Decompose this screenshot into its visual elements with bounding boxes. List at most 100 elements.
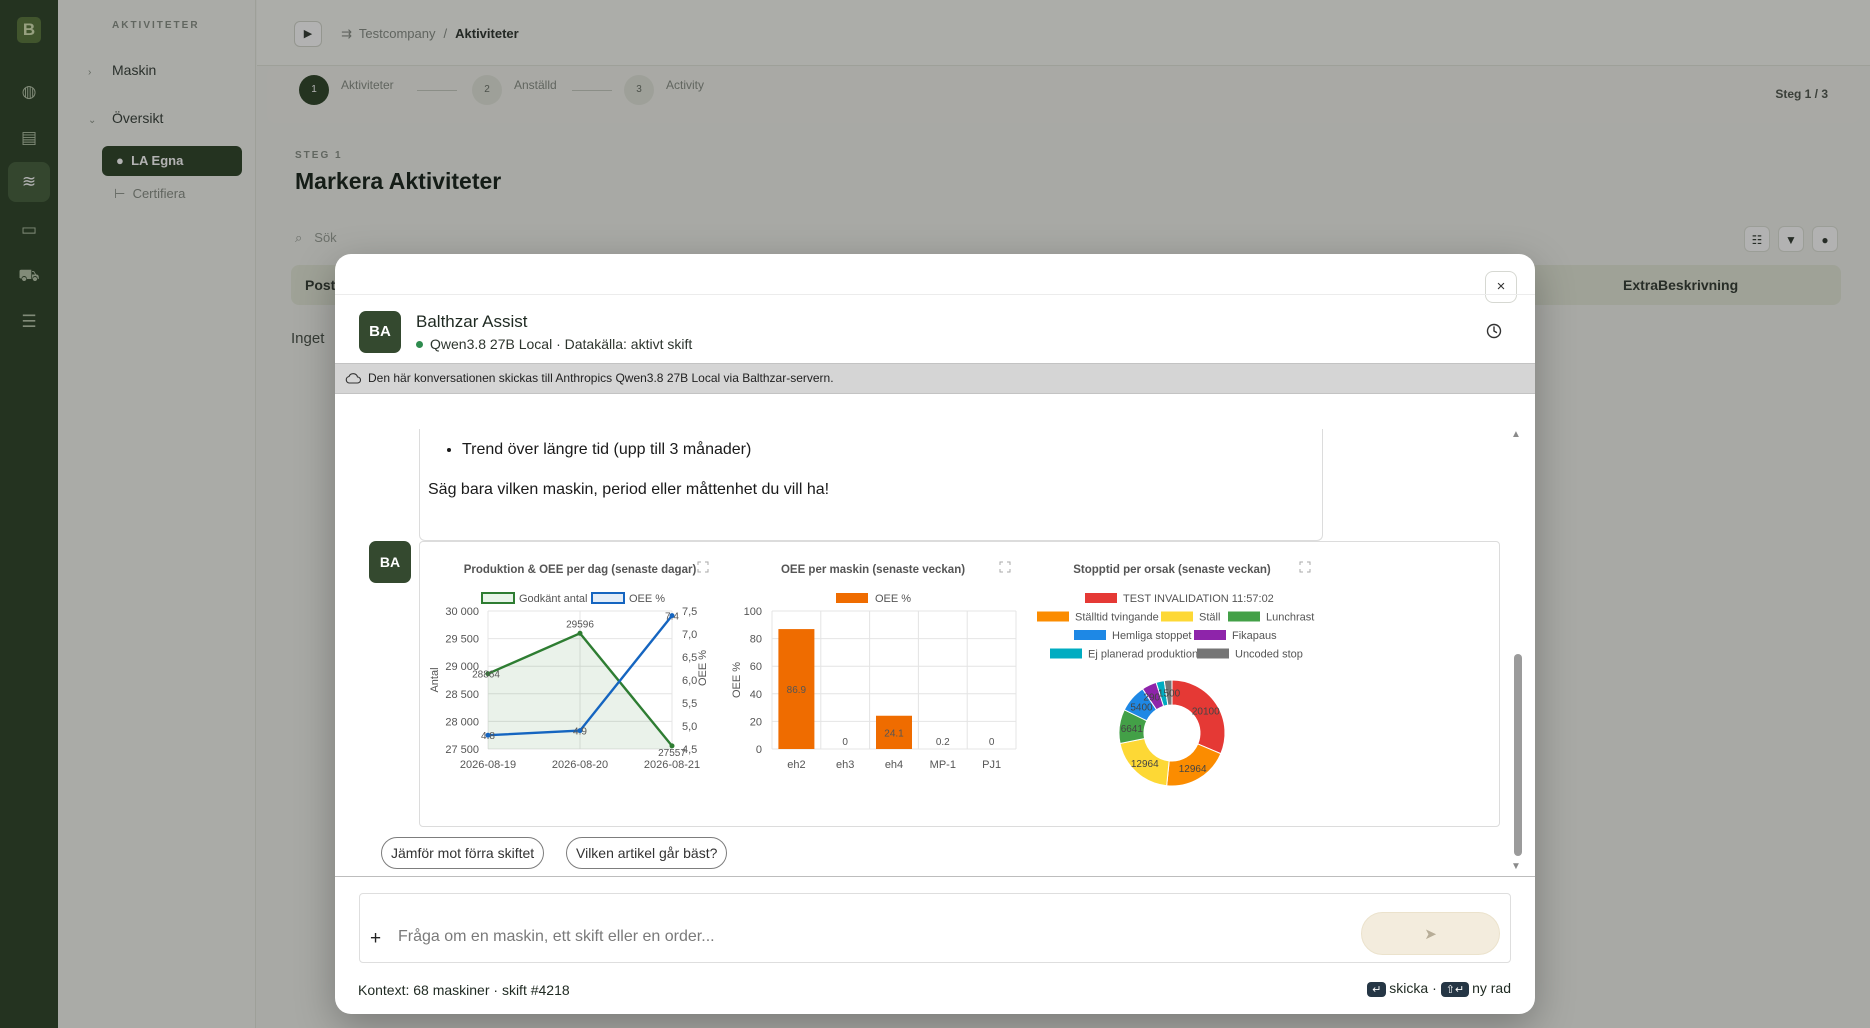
- y2-tick-label: 6,0: [682, 675, 697, 687]
- slice-value-label: 12964: [1179, 764, 1207, 775]
- assistant-subtitle: Qwen3.8 27B Local · Datakälla: aktivt sk…: [416, 336, 692, 352]
- sidebar-item-oversikt[interactable]: ⌄ Översikt: [88, 110, 163, 126]
- y2-tick-label: 5,5: [682, 698, 697, 710]
- bar-value-label: 0: [989, 737, 995, 748]
- online-status-dot: [416, 341, 423, 348]
- x-tick-label: 2026-08-21: [644, 759, 700, 771]
- point-oee: [485, 732, 491, 738]
- legend-label-oee: OEE %: [875, 593, 911, 605]
- send-shortcut-label: skicka ·: [1389, 980, 1437, 996]
- bar-value-label: 24.1: [884, 728, 904, 739]
- search-placeholder: Sök: [314, 230, 337, 245]
- scroll-up-arrow[interactable]: ▲: [1511, 429, 1521, 440]
- table-tools: ☷ ▼ ●: [1736, 226, 1838, 252]
- y-tick-label: 0: [756, 744, 762, 756]
- bar-eh2: [778, 629, 815, 749]
- globe-icon[interactable]: ◍: [21, 82, 37, 101]
- column-header-extrabeskrivning[interactable]: ExtraBeskrivning: [1623, 277, 1739, 293]
- legend-swatch: [1161, 611, 1193, 622]
- legend-label: Uncoded stop: [1235, 649, 1303, 661]
- x-tick-label: eh4: [885, 759, 903, 771]
- y2-tick-label: 6,5: [682, 652, 697, 664]
- legend-swatch: [1074, 630, 1106, 640]
- message-bullet: Trend över längre tid (upp till 3 månade…: [462, 441, 751, 459]
- search-icon: ⌕: [295, 230, 303, 245]
- sidebar-item-la-egna[interactable]: ● LA Egna: [102, 146, 242, 176]
- suggestion-chip-compare-shift[interactable]: Jämför mot förra skiftet: [381, 837, 545, 869]
- send-button[interactable]: ➤: [1361, 912, 1500, 955]
- user-icon: ●: [116, 153, 124, 168]
- point-godkant: [669, 743, 675, 749]
- expand-icon: [697, 561, 709, 573]
- legend-swatch: [1197, 648, 1229, 659]
- layers-icon[interactable]: ≋: [8, 162, 50, 202]
- legend-label: Ställ: [1199, 612, 1220, 624]
- topbar: ▶ ⇉ Testcompany / Aktiviteter: [257, 0, 1870, 66]
- y-axis-label: Antal: [429, 667, 441, 692]
- scrollbar-thumb[interactable]: [1514, 654, 1522, 856]
- step-number: 2: [472, 75, 502, 105]
- chart-3-title: Stopptid per orsak (senaste veckan): [1073, 564, 1271, 576]
- legend-label: Fikapaus: [1232, 630, 1277, 642]
- sidebar-section-title: AKTIVITETER: [112, 20, 200, 31]
- sidebar-item-label: Maskin: [112, 62, 157, 78]
- search-input[interactable]: ⌕ Sök: [295, 230, 337, 246]
- data-label-godkant: 29596: [566, 619, 594, 630]
- y-tick-label: 60: [750, 661, 762, 673]
- assistant-name: Balthzar Assist: [416, 312, 528, 331]
- legend-swatch-godkant: [481, 592, 515, 604]
- settings-icon[interactable]: ●: [1812, 226, 1838, 252]
- chat-scroll-area[interactable]: Trend över längre tid (upp till 3 månade…: [335, 254, 1535, 876]
- attach-button[interactable]: +: [370, 928, 382, 949]
- composer: + ➤: [359, 893, 1511, 963]
- sidebar-item-label: LA Egna: [131, 153, 184, 168]
- app-logo[interactable]: B: [17, 17, 41, 43]
- assistant-model-source: Qwen3.8 27B Local · Datakälla: aktivt sk…: [430, 336, 693, 352]
- x-tick-label: 2026-08-20: [552, 759, 608, 771]
- chevron-down-icon: ⌄: [88, 115, 97, 126]
- newline-shortcut-label: ny rad: [1472, 980, 1511, 996]
- point-godkant: [577, 630, 583, 636]
- breadcrumb-company[interactable]: Testcompany: [358, 26, 436, 41]
- legend-swatch: [1228, 611, 1260, 622]
- chat-input[interactable]: [398, 928, 1338, 946]
- legend-swatch: [1037, 611, 1069, 622]
- y-tick-label: 30 000: [445, 606, 479, 618]
- grid-icon[interactable]: ▤: [20, 128, 38, 147]
- columns-icon[interactable]: ☷: [1744, 226, 1770, 252]
- bar-value-label: 86.9: [787, 685, 807, 696]
- column-header-post[interactable]: Post: [305, 277, 336, 293]
- assistant-avatar: BA: [359, 311, 401, 353]
- legend-swatch: [1085, 593, 1117, 603]
- truck-icon[interactable]: ⛟: [18, 266, 40, 285]
- message-closing-text: Säg bara vilken maskin, period eller måt…: [428, 481, 830, 498]
- history-icon[interactable]: [1485, 322, 1503, 340]
- legend-label: Ej planerad produktion: [1088, 649, 1198, 661]
- slice-7: [1163, 679, 1173, 706]
- y-tick-label: 40: [750, 689, 762, 701]
- suggestion-chip-best-article[interactable]: Vilken artikel går bäst?: [566, 837, 728, 869]
- data-label-oee: 4.9: [573, 727, 587, 738]
- slice-value-label: 6641: [1121, 724, 1144, 735]
- bar-eh4: [876, 715, 912, 749]
- y-tick-label: 29 500: [445, 634, 479, 646]
- sidebar-item-maskin[interactable]: › Maskin: [88, 62, 156, 78]
- monitor-icon[interactable]: ▭: [20, 220, 38, 239]
- legend-label: TEST INVALIDATION 11:57:02: [1123, 593, 1274, 605]
- y-tick-label: 100: [744, 606, 762, 618]
- data-label-godkant: 27557: [658, 748, 686, 759]
- slice-0: [1171, 679, 1226, 755]
- composer-divider: [335, 876, 1535, 877]
- sidebar-item-certifiera[interactable]: ⊢ Certifiera: [114, 186, 185, 202]
- slice-value-label: 12964: [1131, 759, 1159, 770]
- legend-swatch: [1194, 630, 1226, 640]
- sidebar-item-label: Certifiera: [132, 186, 186, 201]
- sidebar-toggle-button[interactable]: ▶: [294, 21, 322, 47]
- filter-icon[interactable]: ▼: [1778, 226, 1804, 252]
- close-button[interactable]: ×: [1485, 271, 1517, 303]
- database-icon[interactable]: ☰: [21, 312, 37, 331]
- assistant-avatar-message: BA: [369, 541, 411, 583]
- scroll-down-arrow[interactable]: ▼: [1511, 861, 1521, 872]
- y-tick-label: 20: [750, 716, 762, 728]
- privacy-notice: Den här konversationen skickas till Anth…: [335, 363, 1535, 394]
